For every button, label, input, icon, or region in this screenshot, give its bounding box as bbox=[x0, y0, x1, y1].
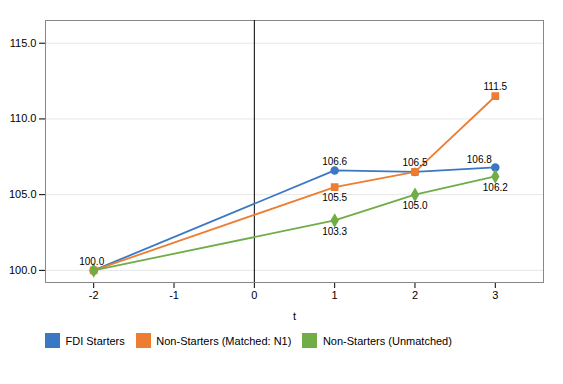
svg-text:0: 0 bbox=[251, 289, 257, 301]
svg-text:110.0: 110.0 bbox=[10, 112, 37, 124]
svg-text:t: t bbox=[293, 310, 296, 322]
svg-text:2: 2 bbox=[412, 289, 418, 301]
svg-text:105.0: 105.0 bbox=[402, 200, 427, 211]
svg-text:100.0: 100.0 bbox=[9, 264, 37, 276]
svg-text:115.0: 115.0 bbox=[10, 37, 37, 49]
svg-text:100.0: 100.0 bbox=[79, 256, 104, 267]
svg-text:106.2: 106.2 bbox=[483, 182, 508, 193]
svg-text:3: 3 bbox=[492, 289, 498, 301]
svg-text:1: 1 bbox=[332, 289, 338, 301]
svg-text:106.8: 106.8 bbox=[467, 154, 492, 165]
svg-text:106.6: 106.6 bbox=[322, 156, 347, 167]
svg-text:106.5: 106.5 bbox=[402, 157, 427, 168]
svg-text:-2: -2 bbox=[89, 289, 99, 301]
svg-text:105.0: 105.0 bbox=[9, 188, 37, 200]
html-text:Non-Starters (Unmatched): Non-Starters (Unmatched) bbox=[322, 334, 452, 347]
svg-text:111.5: 111.5 bbox=[484, 81, 508, 92]
svg-text:-1: -1 bbox=[169, 289, 179, 301]
svg-text:103.3: 103.3 bbox=[322, 226, 347, 237]
svg-text:105.5: 105.5 bbox=[322, 192, 347, 203]
html-text:FDI Starters: FDI Starters bbox=[65, 334, 125, 347]
html-text:Non-Starters (Matched: N1): Non-Starters (Matched: N1) bbox=[156, 334, 292, 347]
